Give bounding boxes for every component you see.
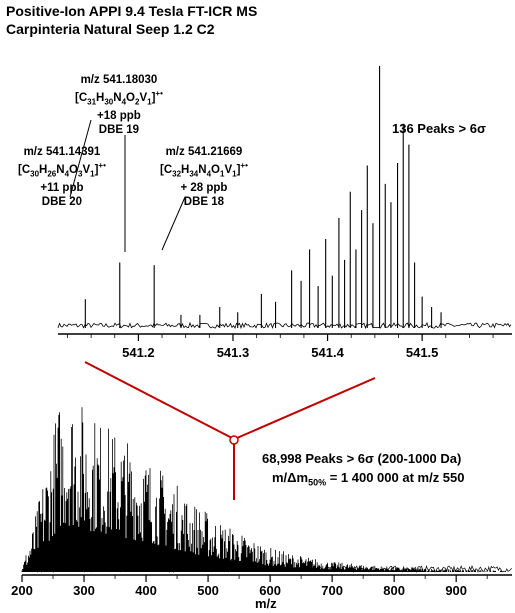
zoom-connector-right (236, 377, 376, 439)
resolution-label: m/Δm50% = 1 400 000 at m/z 550 (272, 470, 465, 488)
annotation-arrow-right (161, 196, 186, 251)
annotation-right-dbe: DBE 18 (183, 196, 225, 209)
annotation-right-mz: m/z 541.21669 (165, 146, 243, 158)
broadband-axis-ticks (21, 575, 488, 582)
annotation-right-formula: [C32H34N4O1V1]+• (160, 161, 248, 179)
broadband-tick-label: 600 (259, 583, 281, 598)
zoom-tick-label: 541.2 (122, 345, 155, 360)
zoom-peak-summary: 136 Peaks > 6σ (392, 121, 486, 136)
annotation-mid-mz: m/z 541.18030 (80, 74, 158, 86)
annotation-left-dbe: DBE 20 (41, 196, 83, 209)
broadband-tick-label: 800 (383, 583, 405, 598)
zoom-tick-label: 541.5 (406, 345, 439, 360)
zoom-axis-ticks (67, 334, 494, 341)
broadband-tick-label: 300 (73, 583, 95, 598)
broadband-peaks (21, 407, 502, 572)
annotation-mid: m/z 541.18030 [C31H30N4O2V1]+• +18 ppb D… (75, 73, 163, 137)
annotation-left-error: +11 ppb (40, 182, 84, 195)
annotation-arrow-left (69, 119, 92, 198)
zoom-baseline-noise (57, 321, 512, 330)
broadband-peak-summary: 68,998 Peaks > 6σ (200-1000 Da) (262, 451, 462, 466)
broadband-peak-sticks (21, 407, 502, 572)
broadband-axis-labels: 200 300 400 500 600 700 800 900 (11, 583, 467, 598)
zoom-connector-left (84, 361, 233, 439)
broadband-tick-label: 200 (11, 583, 33, 598)
title-line-1: Positive-Ion APPI 9.4 Tesla FT-ICR MS (6, 3, 258, 19)
annotation-right-error: + 28 ppb (180, 182, 228, 195)
annotation-mid-error: +18 ppb (97, 110, 141, 123)
annotation-right: m/z 541.21669 [C32H34N4O1V1]+• + 28 ppb … (160, 145, 248, 209)
annotation-left-formula: [C30H26N4O3V1]+• (18, 161, 106, 179)
annotation-left: m/z 541.14391 [C30H26N4O3V1]+• +11 ppb D… (18, 145, 106, 209)
broadband-tick-label: 400 (135, 583, 157, 598)
broadband-tick-label: 700 (321, 583, 343, 598)
broadband-tick-label: 500 (197, 583, 219, 598)
zoom-axis-labels: 541.2 541.3 541.4 541.5 (122, 345, 438, 360)
broadband-x-label: m/z (255, 596, 277, 611)
annotation-mid-formula: [C31H30N4O2V1]+• (75, 89, 163, 107)
zoom-marker (229, 435, 239, 445)
broadband-tick-label: 900 (445, 583, 467, 598)
annotation-left-mz: m/z 541.14391 (23, 146, 101, 158)
title-line-2: Carpinteria Natural Seep 1.2 C2 (6, 21, 215, 37)
resolution-suffix: = 1 400 000 at m/z 550 (326, 470, 465, 485)
zoom-tick-label: 541.4 (311, 345, 344, 360)
zoom-peaks (84, 66, 442, 328)
resolution-sub: 50% (308, 477, 327, 488)
annotation-mid-dbe: DBE 19 (98, 124, 140, 137)
zoom-tick-label: 541.3 (217, 345, 250, 360)
resolution-prefix: m/Δm (272, 470, 309, 485)
